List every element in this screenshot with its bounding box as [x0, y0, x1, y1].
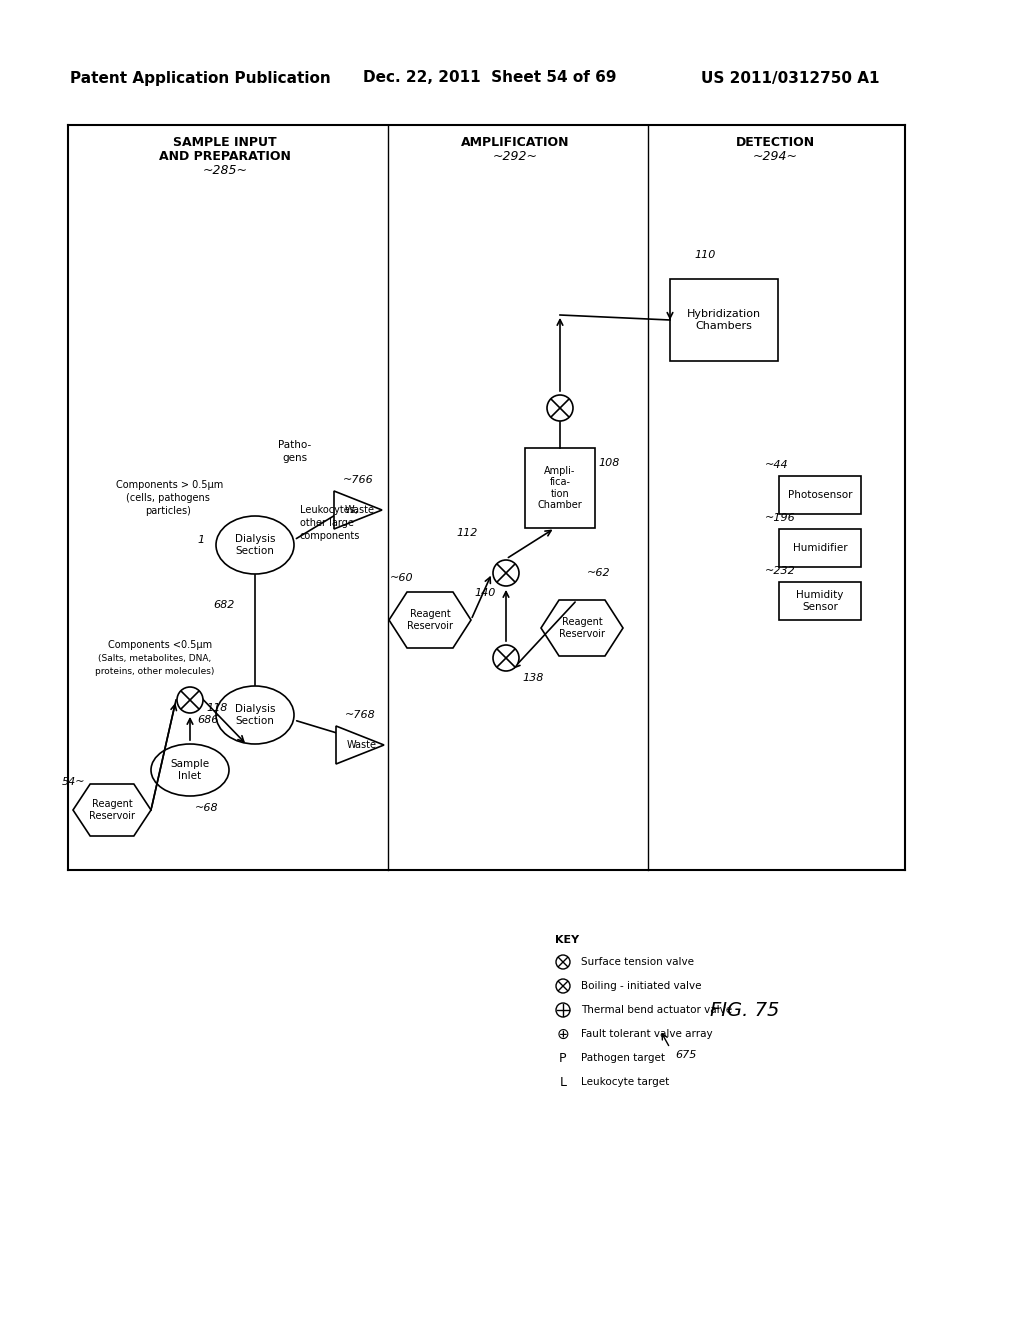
- Text: Components > 0.5μm: Components > 0.5μm: [117, 480, 223, 490]
- Text: Leukocytes,: Leukocytes,: [300, 506, 358, 515]
- Polygon shape: [541, 601, 623, 656]
- Text: Waste: Waste: [347, 741, 377, 750]
- Text: Dialysis
Section: Dialysis Section: [234, 704, 275, 726]
- Text: ⊕: ⊕: [557, 1027, 569, 1041]
- Text: 138: 138: [522, 673, 544, 682]
- Text: 682: 682: [213, 601, 234, 610]
- Polygon shape: [336, 726, 384, 764]
- Text: (Salts, metabolites, DNA,: (Salts, metabolites, DNA,: [98, 653, 212, 663]
- Text: ~68: ~68: [195, 803, 219, 813]
- Text: 1: 1: [197, 535, 204, 545]
- Text: Reagent
Reservoir: Reagent Reservoir: [407, 610, 453, 631]
- Text: ~768: ~768: [345, 710, 376, 719]
- FancyBboxPatch shape: [670, 279, 778, 360]
- Text: ~294~: ~294~: [753, 150, 798, 164]
- Circle shape: [547, 395, 573, 421]
- Text: Dialysis
Section: Dialysis Section: [234, 535, 275, 556]
- Text: SAMPLE INPUT: SAMPLE INPUT: [173, 136, 276, 149]
- FancyBboxPatch shape: [779, 529, 861, 568]
- Ellipse shape: [216, 516, 294, 574]
- Text: ~766: ~766: [343, 475, 374, 484]
- Text: proteins, other molecules): proteins, other molecules): [95, 667, 215, 676]
- Text: AMPLIFICATION: AMPLIFICATION: [461, 136, 569, 149]
- Text: ~60: ~60: [390, 573, 414, 583]
- Text: Components <0.5μm: Components <0.5μm: [108, 640, 212, 649]
- Text: Thermal bend actuator valve: Thermal bend actuator valve: [581, 1005, 732, 1015]
- Text: components: components: [300, 531, 360, 541]
- Text: Dec. 22, 2011  Sheet 54 of 69: Dec. 22, 2011 Sheet 54 of 69: [364, 70, 616, 86]
- Text: 118: 118: [206, 704, 227, 713]
- Circle shape: [493, 560, 519, 586]
- Text: KEY: KEY: [555, 935, 580, 945]
- Ellipse shape: [216, 686, 294, 744]
- Text: L: L: [559, 1076, 566, 1089]
- FancyBboxPatch shape: [779, 477, 861, 513]
- Text: Fault tolerant valve array: Fault tolerant valve array: [581, 1030, 713, 1039]
- Text: Reagent
Reservoir: Reagent Reservoir: [89, 799, 135, 821]
- Ellipse shape: [151, 744, 229, 796]
- Text: DETECTION: DETECTION: [735, 136, 814, 149]
- Circle shape: [556, 1003, 570, 1016]
- FancyBboxPatch shape: [525, 447, 595, 528]
- Text: gens: gens: [283, 453, 307, 463]
- Text: 112: 112: [456, 528, 477, 539]
- Polygon shape: [334, 491, 382, 529]
- Text: 675: 675: [675, 1049, 696, 1060]
- Text: US 2011/0312750 A1: US 2011/0312750 A1: [700, 70, 880, 86]
- Text: ~292~: ~292~: [493, 150, 538, 164]
- Text: 108: 108: [598, 458, 620, 469]
- Text: Humidity
Sensor: Humidity Sensor: [797, 590, 844, 611]
- Text: Ampli-
fica-
tion
Chamber: Ampli- fica- tion Chamber: [538, 466, 583, 511]
- Circle shape: [493, 645, 519, 671]
- Text: ~285~: ~285~: [203, 165, 248, 177]
- Text: ~196: ~196: [765, 513, 796, 523]
- Text: FIG. 75: FIG. 75: [711, 1001, 779, 1019]
- Text: Leukocyte target: Leukocyte target: [581, 1077, 670, 1086]
- Text: 54~: 54~: [62, 777, 86, 787]
- FancyBboxPatch shape: [779, 582, 861, 620]
- Text: ~44: ~44: [765, 459, 788, 470]
- Text: AND PREPARATION: AND PREPARATION: [159, 150, 291, 164]
- Text: Waste: Waste: [345, 506, 375, 515]
- Text: Photosensor: Photosensor: [787, 490, 852, 500]
- Text: Sample
Inlet: Sample Inlet: [170, 759, 210, 781]
- Text: P: P: [559, 1052, 566, 1064]
- Circle shape: [556, 979, 570, 993]
- Text: 140: 140: [474, 587, 496, 598]
- Text: Reagent
Reservoir: Reagent Reservoir: [559, 618, 605, 639]
- Text: Hybridization
Chambers: Hybridization Chambers: [687, 309, 761, 331]
- Text: Boiling - initiated valve: Boiling - initiated valve: [581, 981, 701, 991]
- Text: Patho-: Patho-: [279, 440, 311, 450]
- Text: Surface tension valve: Surface tension valve: [581, 957, 694, 968]
- Text: Humidifier: Humidifier: [793, 543, 847, 553]
- Circle shape: [556, 954, 570, 969]
- Polygon shape: [73, 784, 151, 836]
- Text: ~62: ~62: [587, 568, 610, 578]
- Text: other large: other large: [300, 517, 354, 528]
- Text: ~232: ~232: [765, 566, 796, 576]
- Polygon shape: [389, 591, 471, 648]
- Circle shape: [177, 686, 203, 713]
- Text: 686: 686: [197, 715, 218, 725]
- Text: particles): particles): [145, 506, 190, 516]
- Text: 110: 110: [694, 249, 716, 260]
- Text: Patent Application Publication: Patent Application Publication: [70, 70, 331, 86]
- Text: Pathogen target: Pathogen target: [581, 1053, 665, 1063]
- Text: (cells, pathogens: (cells, pathogens: [126, 492, 210, 503]
